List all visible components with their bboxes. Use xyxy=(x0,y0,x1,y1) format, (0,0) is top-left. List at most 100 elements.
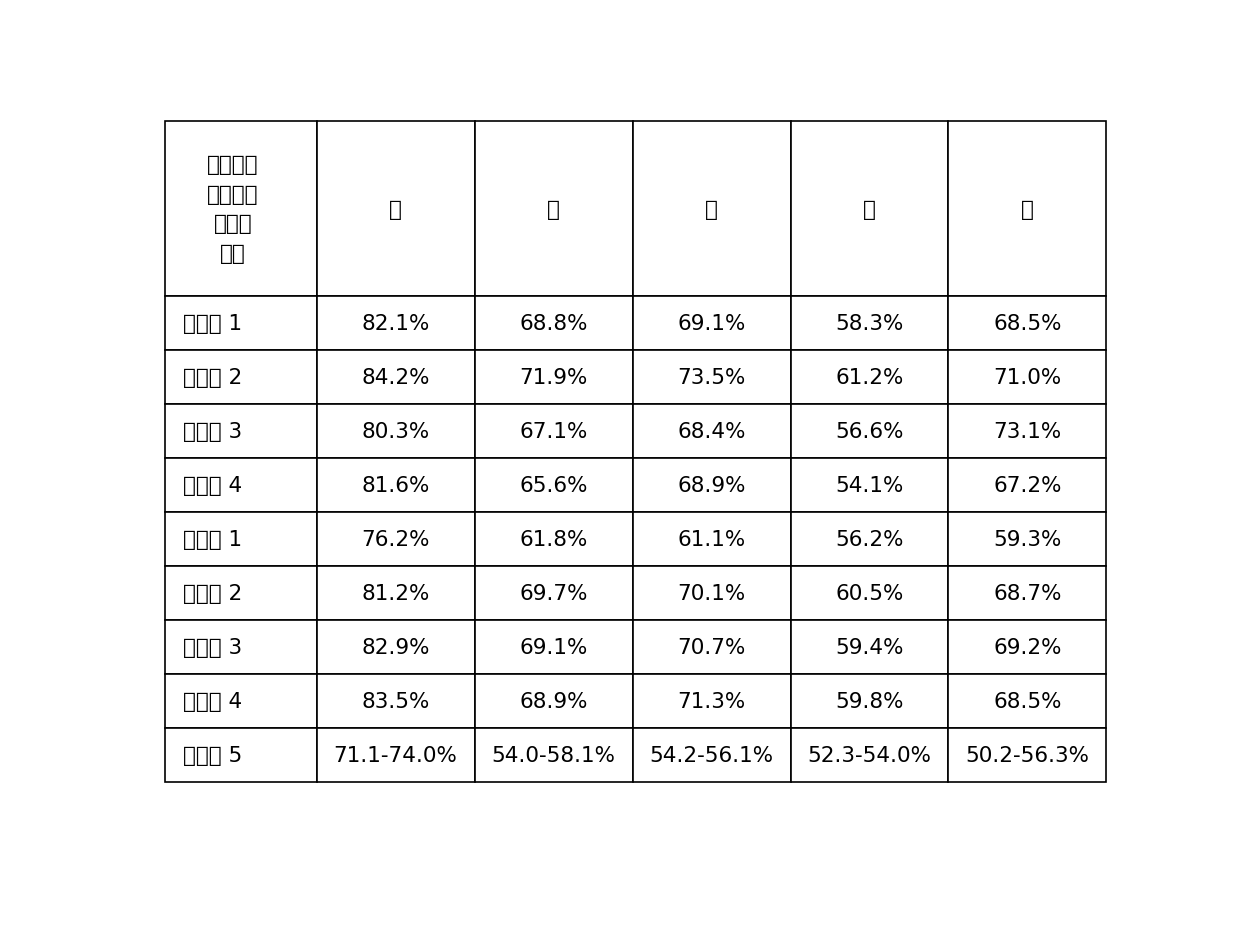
Text: 67.2%: 67.2% xyxy=(993,476,1061,495)
Text: 71.1-74.0%: 71.1-74.0% xyxy=(334,745,458,765)
Bar xyxy=(475,513,632,566)
Bar xyxy=(949,459,1106,513)
Bar xyxy=(316,297,475,350)
Text: 50.2-56.3%: 50.2-56.3% xyxy=(966,745,1090,765)
Bar xyxy=(165,122,316,297)
Bar xyxy=(475,404,632,459)
Bar xyxy=(316,620,475,674)
Bar xyxy=(791,122,949,297)
Bar xyxy=(791,566,949,620)
Text: 82.9%: 82.9% xyxy=(361,637,430,657)
Text: 81.6%: 81.6% xyxy=(362,476,430,495)
Text: 71.9%: 71.9% xyxy=(520,368,588,387)
Text: 80.3%: 80.3% xyxy=(362,422,430,441)
Bar xyxy=(949,513,1106,566)
Text: 实施例 2: 实施例 2 xyxy=(182,368,242,387)
Text: 实施例 4: 实施例 4 xyxy=(182,476,242,495)
Bar xyxy=(949,620,1106,674)
Bar xyxy=(475,122,632,297)
Bar xyxy=(791,674,949,728)
Text: 73.1%: 73.1% xyxy=(993,422,1061,441)
Text: 76.2%: 76.2% xyxy=(361,529,430,550)
Bar xyxy=(632,620,791,674)
Text: 实施例 3: 实施例 3 xyxy=(182,422,242,441)
Bar xyxy=(316,513,475,566)
Text: 对比例 3: 对比例 3 xyxy=(182,637,242,657)
Text: 镉: 镉 xyxy=(547,199,560,220)
Bar xyxy=(165,404,316,459)
Bar xyxy=(791,513,949,566)
Text: 84.2%: 84.2% xyxy=(361,368,430,387)
Text: 73.5%: 73.5% xyxy=(677,368,745,387)
Text: 81.2%: 81.2% xyxy=(362,583,430,603)
Bar xyxy=(949,404,1106,459)
Bar xyxy=(316,459,475,513)
Bar xyxy=(316,566,475,620)
Text: 68.8%: 68.8% xyxy=(520,313,588,334)
Text: 54.0-58.1%: 54.0-58.1% xyxy=(491,745,615,765)
Bar xyxy=(791,350,949,404)
Text: 68.5%: 68.5% xyxy=(993,313,1061,334)
Text: 59.3%: 59.3% xyxy=(993,529,1061,550)
Bar xyxy=(165,297,316,350)
Bar xyxy=(949,122,1106,297)
Bar xyxy=(165,728,316,781)
Text: 59.8%: 59.8% xyxy=(836,691,904,711)
Text: 56.6%: 56.6% xyxy=(836,422,904,441)
Text: 68.5%: 68.5% xyxy=(993,691,1061,711)
Bar xyxy=(949,297,1106,350)
Bar xyxy=(165,566,316,620)
Bar xyxy=(475,297,632,350)
Bar xyxy=(791,404,949,459)
Bar xyxy=(949,674,1106,728)
Bar xyxy=(475,620,632,674)
Bar xyxy=(949,728,1106,781)
Text: 61.1%: 61.1% xyxy=(677,529,745,550)
Text: 68.9%: 68.9% xyxy=(520,691,588,711)
Text: 68.9%: 68.9% xyxy=(677,476,745,495)
Bar xyxy=(316,404,475,459)
Text: 60.5%: 60.5% xyxy=(836,583,904,603)
Text: 54.1%: 54.1% xyxy=(836,476,904,495)
Text: 71.0%: 71.0% xyxy=(993,368,1061,387)
Text: 70.1%: 70.1% xyxy=(677,583,745,603)
Bar xyxy=(632,459,791,513)
Bar xyxy=(632,513,791,566)
Bar xyxy=(475,459,632,513)
Text: 69.2%: 69.2% xyxy=(993,637,1061,657)
Bar xyxy=(475,566,632,620)
Text: 65.6%: 65.6% xyxy=(520,476,588,495)
Bar xyxy=(632,297,791,350)
Bar xyxy=(165,459,316,513)
Text: 69.7%: 69.7% xyxy=(520,583,588,603)
Text: 对比例 5: 对比例 5 xyxy=(182,745,242,765)
Text: 69.1%: 69.1% xyxy=(677,313,745,334)
Text: 汞: 汞 xyxy=(389,199,402,220)
Bar xyxy=(316,674,475,728)
Bar xyxy=(475,728,632,781)
Bar xyxy=(316,350,475,404)
Text: 82.1%: 82.1% xyxy=(362,313,430,334)
Text: 实施例 1: 实施例 1 xyxy=(182,313,242,334)
Text: 对比例 2: 对比例 2 xyxy=(182,583,242,603)
Text: 54.2-56.1%: 54.2-56.1% xyxy=(650,745,774,765)
Bar xyxy=(949,566,1106,620)
Text: 砷: 砷 xyxy=(863,199,875,220)
Bar xyxy=(165,620,316,674)
Text: 52.3-54.0%: 52.3-54.0% xyxy=(807,745,931,765)
Text: 68.7%: 68.7% xyxy=(993,583,1061,603)
Text: 68.4%: 68.4% xyxy=(677,422,745,441)
Text: 对比例 1: 对比例 1 xyxy=(182,529,242,550)
Bar xyxy=(791,459,949,513)
Text: 对比例 4: 对比例 4 xyxy=(182,691,242,711)
Bar xyxy=(632,728,791,781)
Text: 69.1%: 69.1% xyxy=(520,637,588,657)
Text: 铅: 铅 xyxy=(706,199,718,220)
Text: 实验项目
（有害成
分去除
率）: 实验项目 （有害成 分去除 率） xyxy=(207,155,259,263)
Bar xyxy=(316,122,475,297)
Bar xyxy=(165,674,316,728)
Bar xyxy=(791,728,949,781)
Text: 70.7%: 70.7% xyxy=(677,637,745,657)
Text: 67.1%: 67.1% xyxy=(520,422,588,441)
Bar xyxy=(632,350,791,404)
